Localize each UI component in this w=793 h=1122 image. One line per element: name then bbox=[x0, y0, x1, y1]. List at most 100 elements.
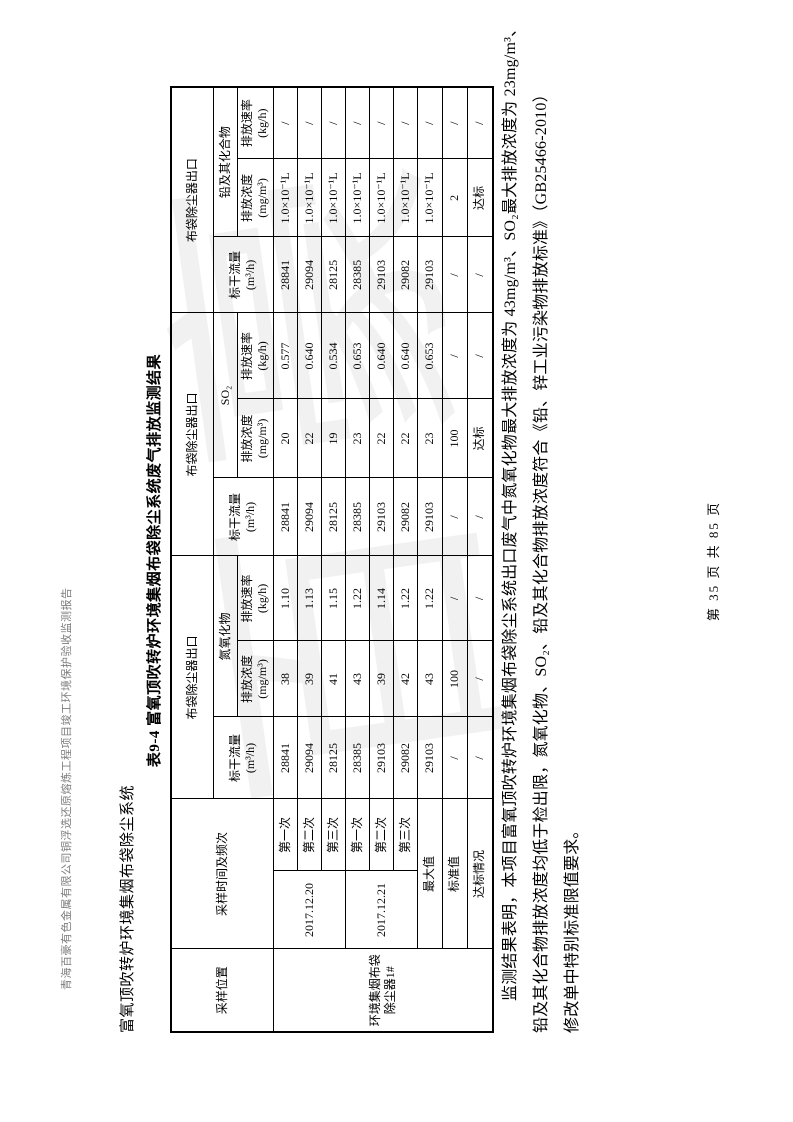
value-cell: 23 bbox=[345, 398, 369, 478]
value-cell: / bbox=[273, 86, 297, 159]
conc-label: 排放浓度 bbox=[240, 654, 254, 703]
value-cell: 达标 bbox=[467, 398, 493, 478]
value-cell: 100 bbox=[442, 398, 467, 478]
value-cell: / bbox=[442, 716, 467, 799]
summary-label: 达标情况 bbox=[467, 798, 493, 949]
value-cell: 1.22 bbox=[417, 555, 442, 641]
value-cell: 1.0×10⁻¹L bbox=[369, 158, 393, 237]
page-number: 第 35 页 共 85 页 bbox=[706, 500, 721, 622]
header-row-1: 采样位置 采样时间及频次 布袋除尘器出口 布袋除尘器出口 布袋除尘器出口 bbox=[171, 86, 273, 1032]
header-outlet-nox: 布袋除尘器出口 bbox=[171, 555, 213, 799]
value-cell: 1.0×10⁻¹L bbox=[417, 158, 442, 237]
value-cell: 22 bbox=[369, 398, 393, 478]
value-cell: 达标 bbox=[467, 158, 493, 237]
value-cell: 39 bbox=[297, 640, 321, 717]
value-cell: 1.0×10⁻¹L bbox=[345, 158, 369, 237]
value-cell: 29082 bbox=[393, 716, 417, 799]
value-cell: 29094 bbox=[297, 716, 321, 799]
value-cell: 1.15 bbox=[321, 555, 345, 641]
value-cell: 1.0×10⁻¹L bbox=[393, 158, 417, 237]
value-cell: / bbox=[467, 86, 493, 159]
conc-label: 排放浓度 bbox=[240, 414, 254, 463]
header-rate-pb: 排放速率 (kg/h) bbox=[237, 86, 273, 159]
header-sampling-time: 采样时间及频次 bbox=[171, 798, 273, 949]
value-cell: / bbox=[442, 312, 467, 399]
value-cell: 1.14 bbox=[369, 555, 393, 641]
value-cell: 29082 bbox=[393, 477, 417, 556]
header-conc-so2: 排放浓度 (mg/m³) bbox=[237, 398, 273, 478]
notes-line: 修改单中特别标准限值要求。 bbox=[564, 822, 581, 1033]
value-cell: 0.640 bbox=[297, 312, 321, 399]
value-cell: / bbox=[467, 716, 493, 799]
value-cell: / bbox=[442, 86, 467, 159]
value-cell: 29103 bbox=[417, 716, 442, 799]
value-cell: 42 bbox=[393, 640, 417, 717]
sampling-position-value: 环境集烟布袋除尘器1# bbox=[273, 949, 493, 1032]
value-cell: 29103 bbox=[369, 477, 393, 556]
header-rate-so2: 排放速率 (kg/h) bbox=[237, 312, 273, 399]
value-cell: 28125 bbox=[321, 477, 345, 556]
value-cell: 43 bbox=[417, 640, 442, 717]
conc-label: 排放浓度 bbox=[240, 173, 254, 222]
summary-label: 最大值 bbox=[417, 798, 442, 949]
date-cell: 2017.12.21 bbox=[345, 871, 417, 949]
value-cell: 28841 bbox=[273, 477, 297, 556]
value-cell: 29082 bbox=[393, 236, 417, 313]
value-cell: 2 bbox=[442, 158, 467, 237]
value-cell: 28385 bbox=[345, 236, 369, 313]
header-flow-nox: 标干流量 (m³/h) bbox=[213, 716, 273, 799]
run-cell: 第三次 bbox=[393, 798, 417, 871]
header-conc-pb: 排放浓度 (mg/m³) bbox=[237, 158, 273, 237]
value-cell: 0.640 bbox=[369, 312, 393, 399]
value-cell: 0.534 bbox=[321, 312, 345, 399]
monitoring-table: 采样位置 采样时间及频次 布袋除尘器出口 布袋除尘器出口 布袋除尘器出口 标干流… bbox=[170, 85, 494, 1033]
value-cell: / bbox=[467, 477, 493, 556]
value-cell: 1.10 bbox=[273, 555, 297, 641]
value-cell: 28125 bbox=[321, 716, 345, 799]
value-cell: 1.0×10⁻¹L bbox=[297, 158, 321, 237]
header-flow-so2: 标干流量 (m³/h) bbox=[213, 477, 273, 556]
value-cell: 22 bbox=[393, 398, 417, 478]
value-cell: / bbox=[442, 236, 467, 313]
value-cell: 0.577 bbox=[273, 312, 297, 399]
value-cell: / bbox=[467, 312, 493, 399]
summary-row-standard: 标准值 / 100 / / 100 / / 2 / bbox=[442, 86, 467, 1032]
value-cell: 29103 bbox=[369, 716, 393, 799]
data-row: 环境集烟布袋除尘器1# 2017.12.20 第一次 28841 38 1.10… bbox=[273, 86, 493, 1032]
header-outlet-so2: 布袋除尘器出口 bbox=[171, 312, 213, 556]
value-cell: / bbox=[345, 86, 369, 159]
value-cell: 29103 bbox=[369, 236, 393, 313]
rate-label: 排放速率 bbox=[240, 331, 254, 380]
value-cell: 28841 bbox=[273, 716, 297, 799]
value-cell: 1.0×10⁻¹L bbox=[273, 158, 297, 237]
flow-unit: (m³/h) bbox=[243, 501, 257, 533]
header-sampling-position: 采样位置 bbox=[171, 949, 273, 1032]
value-cell: / bbox=[467, 640, 493, 717]
value-cell: 20 bbox=[273, 398, 297, 478]
notes-line: 铅及其化合物排放浓度均低于检出限，氮氧化物、SO₂、铅及其化合物排放浓度符合《铅… bbox=[533, 86, 550, 1033]
value-cell: 29094 bbox=[297, 236, 321, 313]
value-cell: 28841 bbox=[273, 236, 297, 313]
value-cell: 1.22 bbox=[393, 555, 417, 641]
value-cell: 41 bbox=[321, 640, 345, 717]
table-title: 表9-4 富氧顶吹转炉环境集烟布袋除尘系统废气排放监测结果 bbox=[147, 353, 163, 768]
value-cell: / bbox=[369, 86, 393, 159]
header-conc-nox: 排放浓度 (mg/m³) bbox=[237, 640, 273, 717]
summary-row-compliance: 达标情况 / / / / 达标 / / 达标 / bbox=[467, 86, 493, 1032]
value-cell: 1.13 bbox=[297, 555, 321, 641]
value-cell: 29103 bbox=[417, 477, 442, 556]
flow-unit: (m³/h) bbox=[243, 742, 257, 774]
notes-paragraph: 监测结果表明，本项目富氧顶吹转炉环境集烟布袋除尘系统出口废气中氮氧化物最大排放浓… bbox=[495, 21, 588, 1033]
flow-label: 标干流量 bbox=[228, 250, 242, 299]
header-pollutant-nox: 氮氧化物 bbox=[213, 555, 237, 717]
value-cell: 28385 bbox=[345, 716, 369, 799]
data-row: 2017.12.21 第一次 28385 43 1.22 28385 23 0.… bbox=[345, 86, 417, 1032]
rate-unit: (kg/h) bbox=[255, 583, 269, 614]
conc-unit: (mg/m³) bbox=[255, 659, 269, 699]
value-cell: 38 bbox=[273, 640, 297, 717]
value-cell: 28385 bbox=[345, 477, 369, 556]
run-cell: 第一次 bbox=[273, 798, 297, 871]
header-outlet-pb: 布袋除尘器出口 bbox=[171, 86, 213, 313]
